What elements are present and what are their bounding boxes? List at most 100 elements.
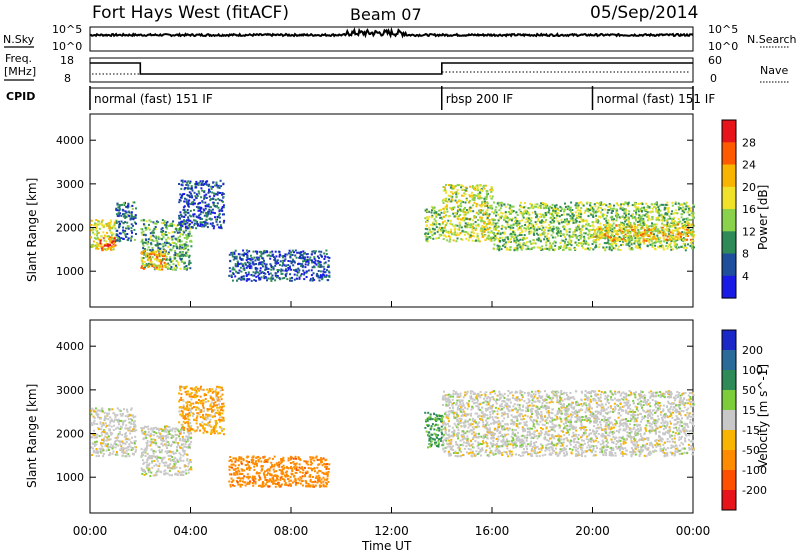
data-cell bbox=[186, 227, 189, 230]
data-cell bbox=[682, 242, 685, 245]
data-cell bbox=[119, 212, 121, 215]
data-cell bbox=[142, 223, 145, 226]
data-cell bbox=[562, 226, 565, 228]
data-cell bbox=[490, 197, 493, 200]
data-cell bbox=[253, 263, 256, 266]
data-cell bbox=[598, 246, 601, 249]
data-cell bbox=[542, 232, 545, 234]
data-cell bbox=[426, 224, 428, 227]
data-cell bbox=[682, 238, 685, 241]
data-cell bbox=[454, 199, 457, 202]
data-cell bbox=[459, 214, 462, 216]
data-cell bbox=[182, 243, 185, 246]
data-cell bbox=[613, 218, 615, 221]
data-cell bbox=[486, 202, 489, 205]
data-cell bbox=[539, 213, 542, 216]
data-cell bbox=[148, 223, 150, 226]
data-cell bbox=[214, 193, 217, 196]
data-cell bbox=[107, 412, 110, 415]
data-cell bbox=[189, 262, 192, 264]
data-cell bbox=[103, 244, 106, 247]
data-cell bbox=[141, 459, 144, 462]
data-cell bbox=[591, 207, 594, 210]
data-cell bbox=[677, 218, 680, 221]
data-cell bbox=[209, 218, 212, 221]
data-cell bbox=[481, 209, 484, 212]
data-cell bbox=[528, 228, 531, 230]
data-cell bbox=[444, 190, 447, 193]
data-cell bbox=[469, 210, 472, 213]
data-cell bbox=[281, 264, 284, 267]
data-cell bbox=[628, 232, 631, 235]
data-cell bbox=[464, 213, 467, 216]
data-cell bbox=[184, 210, 187, 213]
data-cell bbox=[158, 465, 161, 468]
data-cell bbox=[622, 228, 625, 230]
data-cell bbox=[477, 189, 480, 192]
data-cell bbox=[627, 221, 630, 223]
data-cell bbox=[123, 447, 126, 450]
data-cell bbox=[181, 439, 184, 442]
data-cell bbox=[129, 421, 132, 424]
data-cell bbox=[425, 220, 427, 223]
data-cell bbox=[208, 208, 211, 211]
data-cell bbox=[150, 260, 153, 263]
data-cell bbox=[525, 241, 528, 244]
data-cell bbox=[153, 227, 156, 230]
data-cell bbox=[441, 229, 444, 232]
data-cell bbox=[678, 227, 681, 230]
data-cell bbox=[457, 204, 460, 207]
data-cell bbox=[149, 435, 152, 438]
data-cell bbox=[667, 233, 670, 236]
data-cell bbox=[676, 236, 679, 239]
data-cell bbox=[627, 201, 630, 204]
data-cell bbox=[176, 458, 179, 461]
data-cell bbox=[627, 216, 630, 219]
data-cell bbox=[108, 445, 111, 448]
data-cell bbox=[193, 191, 196, 194]
data-cell bbox=[198, 192, 201, 195]
data-cell bbox=[180, 194, 183, 197]
data-cell bbox=[601, 228, 604, 231]
data-cell bbox=[160, 471, 163, 474]
data-cell bbox=[477, 192, 480, 195]
data-cell bbox=[213, 205, 216, 207]
data-cell bbox=[609, 207, 612, 210]
data-cell bbox=[132, 448, 135, 451]
data-cell bbox=[145, 472, 148, 475]
data-cell bbox=[480, 218, 483, 221]
data-cell bbox=[497, 225, 500, 228]
data-cell bbox=[187, 180, 190, 183]
data-cell bbox=[624, 201, 627, 204]
data-cell bbox=[234, 257, 236, 260]
data-cell bbox=[154, 426, 157, 429]
data-cell bbox=[180, 428, 183, 431]
data-cell bbox=[449, 186, 452, 189]
data-cell bbox=[472, 231, 475, 234]
data-cell bbox=[255, 270, 258, 273]
data-cell bbox=[199, 201, 202, 204]
data-cell bbox=[180, 220, 183, 223]
data-cell bbox=[616, 233, 619, 236]
data-cell bbox=[467, 222, 470, 225]
data-cell bbox=[653, 203, 656, 206]
data-cell bbox=[639, 237, 642, 240]
data-cell bbox=[183, 445, 186, 448]
data-cell bbox=[489, 227, 492, 230]
data-cell bbox=[467, 233, 470, 236]
data-cell bbox=[562, 239, 565, 242]
data-cell bbox=[169, 224, 172, 227]
data-cell bbox=[319, 253, 322, 256]
data-cell bbox=[657, 245, 660, 248]
data-cell bbox=[144, 266, 146, 269]
data-cell bbox=[158, 429, 160, 432]
data-cell bbox=[582, 204, 585, 207]
data-cell bbox=[201, 200, 204, 203]
data-cell bbox=[503, 218, 505, 221]
data-cell bbox=[172, 224, 175, 227]
data-cell bbox=[112, 226, 115, 229]
data-cell bbox=[553, 217, 556, 219]
data-cell bbox=[295, 268, 298, 271]
data-cell bbox=[169, 450, 172, 453]
data-cell bbox=[132, 429, 135, 432]
